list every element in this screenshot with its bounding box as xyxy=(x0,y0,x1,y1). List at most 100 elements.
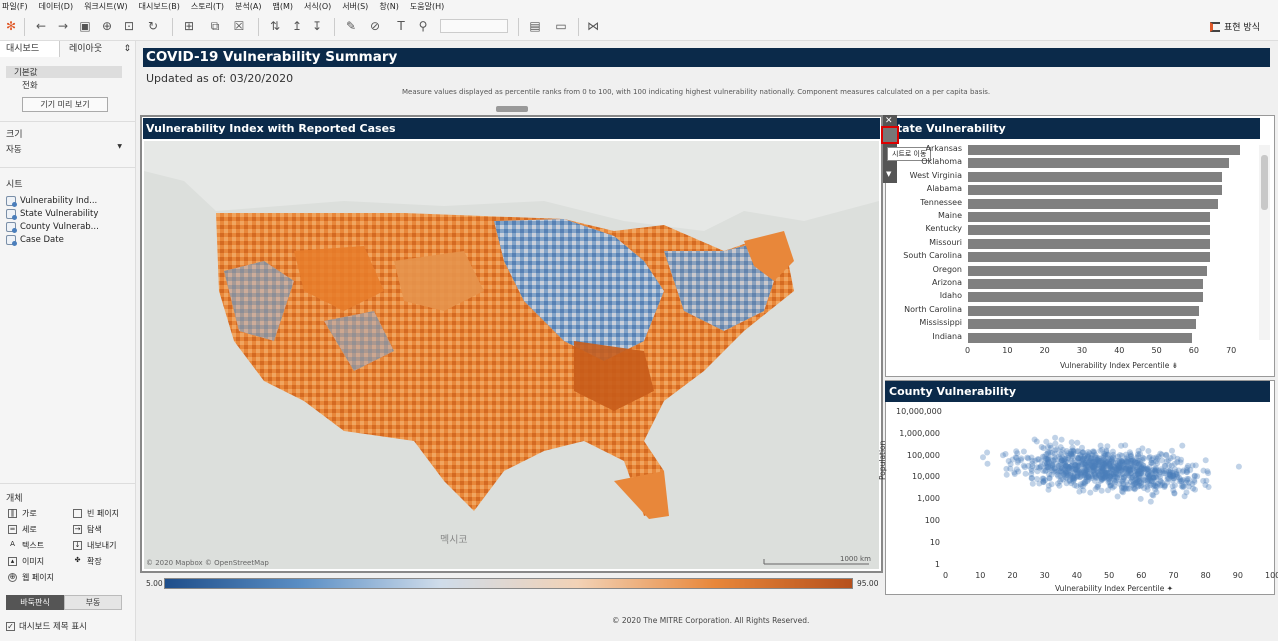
scatter-point[interactable] xyxy=(1082,471,1089,478)
scatter-point[interactable] xyxy=(1124,459,1130,466)
scatter-point[interactable] xyxy=(1089,448,1096,455)
scatter-point[interactable] xyxy=(1156,469,1163,476)
scatter-point[interactable] xyxy=(1139,476,1146,483)
scatter-point[interactable] xyxy=(1099,457,1106,464)
scatter-point[interactable] xyxy=(1036,480,1043,487)
scatter-point[interactable] xyxy=(1106,479,1113,486)
scatter-point[interactable] xyxy=(1099,476,1106,482)
scatter-point[interactable] xyxy=(1111,477,1118,484)
scatter-point[interactable] xyxy=(1037,463,1044,470)
scatter-point[interactable] xyxy=(1126,485,1133,492)
scatter-point[interactable] xyxy=(1028,466,1035,472)
scatter-point[interactable] xyxy=(1191,472,1198,479)
group-icon[interactable]: ⊘ xyxy=(369,19,381,33)
object-blank[interactable]: 빈 페이지 xyxy=(73,508,119,519)
scatter-point[interactable] xyxy=(1086,459,1093,466)
scatter-point[interactable] xyxy=(1168,473,1174,480)
scatter-point[interactable] xyxy=(1161,468,1167,475)
scatter-point[interactable] xyxy=(1167,467,1174,474)
scatter-point[interactable] xyxy=(1116,463,1123,469)
scatter-point[interactable] xyxy=(1128,457,1135,464)
scatter-point[interactable] xyxy=(1061,463,1068,470)
scatter-point[interactable] xyxy=(1153,470,1159,477)
scatter-point[interactable] xyxy=(1103,460,1110,467)
scatter-point[interactable] xyxy=(1005,458,1012,464)
floating-toggle[interactable]: 부동 xyxy=(64,595,122,610)
scatter-point[interactable] xyxy=(1106,460,1113,467)
scatter-point[interactable] xyxy=(1041,460,1048,467)
scatter-point[interactable] xyxy=(1044,444,1051,451)
scatter-point[interactable] xyxy=(1109,456,1116,463)
scatter-point[interactable] xyxy=(1104,462,1110,469)
scatter-point[interactable] xyxy=(1123,451,1129,458)
scatter-point[interactable] xyxy=(1147,472,1154,479)
scatter-point[interactable] xyxy=(1163,468,1170,474)
scatter-point[interactable] xyxy=(1069,474,1076,481)
scatter-point[interactable] xyxy=(1136,474,1143,481)
scatter-point[interactable] xyxy=(1018,455,1025,462)
scatter-point[interactable] xyxy=(1154,480,1161,487)
scatter-point[interactable] xyxy=(1028,475,1035,482)
scatter-point[interactable] xyxy=(1113,471,1120,478)
scatter-point[interactable] xyxy=(1152,466,1159,472)
scatter-point[interactable] xyxy=(1090,467,1097,474)
scatter-point[interactable] xyxy=(1070,459,1076,466)
scatter-point[interactable] xyxy=(1088,471,1095,478)
scatter-point[interactable] xyxy=(1131,472,1138,479)
scatter-point[interactable] xyxy=(1046,459,1052,466)
scatter-point[interactable] xyxy=(1132,471,1139,478)
scatter-point[interactable] xyxy=(1140,462,1147,469)
scatter-point[interactable] xyxy=(1138,465,1145,472)
scatter-point[interactable] xyxy=(1135,482,1142,489)
scatter-point[interactable] xyxy=(1154,460,1161,467)
scatter-point[interactable] xyxy=(1124,465,1131,472)
scatter-point[interactable] xyxy=(1048,471,1055,478)
scatter-point[interactable] xyxy=(1170,471,1177,478)
scatter-point[interactable] xyxy=(1028,471,1035,477)
scatter-point[interactable] xyxy=(1040,467,1047,474)
scatter-point[interactable] xyxy=(1183,489,1190,496)
go-to-sheet-icon[interactable] xyxy=(881,126,899,144)
scatter-point[interactable] xyxy=(1046,475,1053,481)
scatter-point[interactable] xyxy=(1093,474,1100,481)
scatter-point[interactable] xyxy=(1057,468,1064,475)
scatter-point[interactable] xyxy=(1116,480,1123,487)
scatter-point[interactable] xyxy=(1120,465,1127,472)
show-title-checkbox[interactable]: ✓ 대시보드 제목 표시 xyxy=(6,621,87,632)
pause-update-icon[interactable]: ⊡ xyxy=(123,19,135,33)
scatter-point[interactable] xyxy=(1163,458,1170,465)
scatter-point[interactable] xyxy=(1127,452,1134,459)
scatter-point[interactable] xyxy=(1087,461,1094,468)
scatter-point[interactable] xyxy=(1066,477,1073,484)
scatter-point[interactable] xyxy=(1077,473,1083,480)
scatter-point[interactable] xyxy=(1138,465,1145,472)
scatter-point[interactable] xyxy=(1048,444,1055,451)
scatter-point[interactable] xyxy=(1194,473,1201,480)
scatter-point[interactable] xyxy=(1108,458,1115,465)
scatter-point[interactable] xyxy=(1087,489,1094,496)
scatter-point[interactable] xyxy=(1163,452,1169,459)
scatter-point[interactable] xyxy=(1063,472,1070,479)
menu-item[interactable]: 워크시트(W) xyxy=(84,2,128,11)
scatter-point[interactable] xyxy=(1089,472,1096,479)
scatter-point[interactable] xyxy=(1110,467,1117,473)
scatter-point[interactable] xyxy=(1074,470,1081,477)
scatter-point[interactable] xyxy=(1035,456,1042,463)
scatter-point[interactable] xyxy=(1104,469,1111,476)
scatter-point[interactable] xyxy=(1103,447,1110,454)
scatter-point[interactable] xyxy=(1103,459,1110,466)
scatter-point[interactable] xyxy=(1118,467,1125,474)
scatter-point[interactable] xyxy=(1152,486,1159,493)
scatter-point[interactable] xyxy=(1074,454,1081,461)
scatter-point[interactable] xyxy=(1058,464,1065,471)
scatter-point[interactable] xyxy=(1056,482,1063,489)
tab-dashboard[interactable]: 대시보드 xyxy=(0,41,60,57)
scatter-point[interactable] xyxy=(1120,489,1126,496)
scatter-point[interactable] xyxy=(1051,457,1057,464)
scatter-point[interactable] xyxy=(1077,471,1084,478)
scatter-point[interactable] xyxy=(1147,477,1154,483)
scatter-point[interactable] xyxy=(1145,474,1152,481)
scatter-point[interactable] xyxy=(1102,472,1109,479)
scatter-point[interactable] xyxy=(1118,458,1125,465)
scatter-point[interactable] xyxy=(1139,445,1146,452)
